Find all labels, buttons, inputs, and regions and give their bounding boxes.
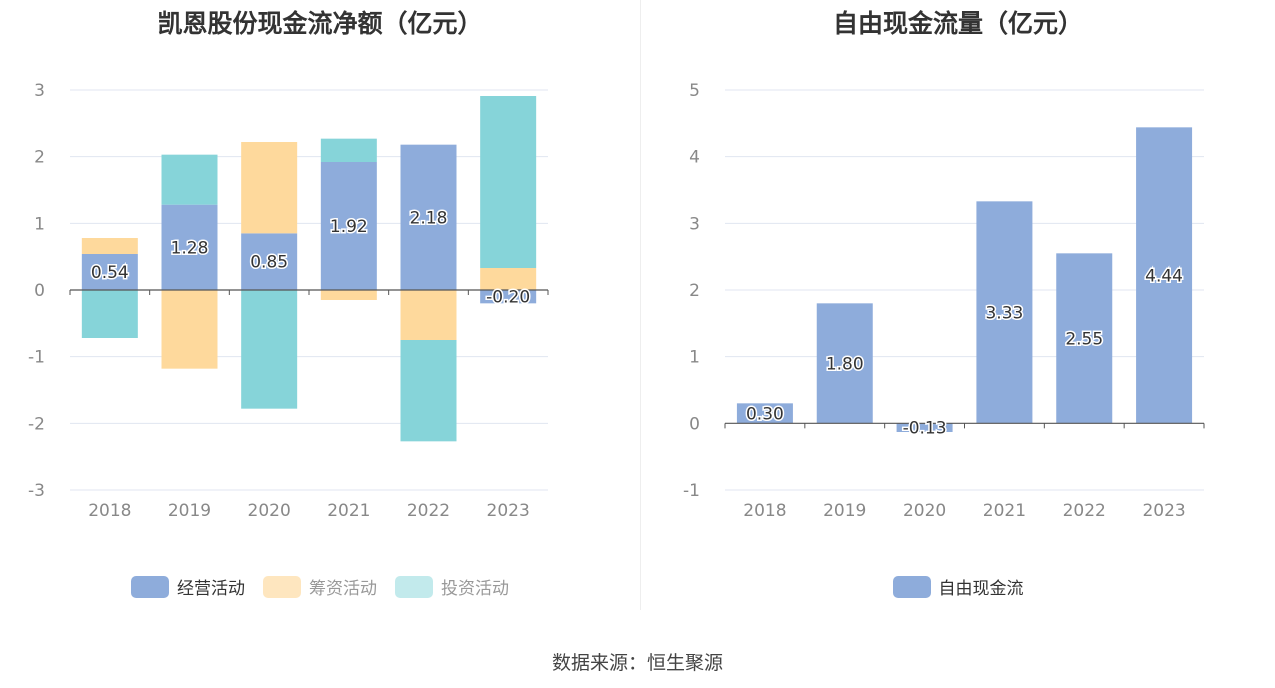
data-label: 2.18 — [410, 208, 448, 228]
bar-筹资活动-2021 — [320, 290, 377, 300]
bar-经营活动-2019 — [161, 204, 218, 290]
bar-投资活动-2020 — [241, 290, 298, 409]
y-tick-label: 0 — [34, 281, 45, 301]
legend-swatch-investing — [395, 575, 433, 598]
legend-label-operating: 经营活动 — [177, 579, 245, 599]
panel-divider — [640, 0, 641, 610]
bar-经营活动-2021 — [320, 162, 377, 290]
x-tick-label: 2022 — [1063, 501, 1106, 521]
bar-筹资活动-2023 — [480, 268, 537, 290]
x-tick-label: 2019 — [823, 501, 866, 521]
y-tick-label: 3 — [689, 214, 700, 234]
data-source-note: 数据来源：恒生聚源 — [551, 652, 723, 674]
free-cashflow-chart-panel: 自由现金流量（亿元） 5 4 3 2 1 0 -1 2018 2019 2020 2021 2022 2… — [641, 0, 1275, 610]
bar-筹资活动-2018 — [81, 238, 138, 254]
x-tick-label: 2020 — [903, 501, 946, 521]
free-cashflow-chart: 5 4 3 2 1 0 -1 2018 2019 2020 2021 2022 2023 0.30 1.80… — [683, 81, 1205, 521]
x-tick-label: 2021 — [327, 501, 370, 521]
legend-item-financing[interactable]: 筹资活动 — [263, 574, 377, 599]
chart-title-free-cashflow: 自由现金流量（亿元） — [832, 9, 1083, 38]
bar-自由现金流-2020 — [896, 423, 953, 432]
x-tick-label: 2018 — [743, 501, 786, 521]
legend-item-free-cashflow[interactable]: 自由现金流 — [892, 574, 1024, 599]
data-label: 1.80 — [826, 354, 864, 374]
bar-经营活动-2022 — [400, 144, 457, 290]
data-label: 4.44 — [1145, 266, 1183, 286]
legend-label-investing: 投资活动 — [441, 579, 509, 599]
bar-自由现金流-2021 — [976, 201, 1033, 424]
x-tick-label: 2022 — [407, 501, 450, 521]
y-tick-label: 5 — [689, 81, 700, 101]
y-tick-label: 2 — [34, 148, 45, 168]
data-label: 3.33 — [985, 303, 1023, 323]
legend-label-financing: 筹资活动 — [309, 579, 377, 599]
bar-经营活动-2020 — [241, 233, 298, 290]
y-tick-label: 0 — [689, 414, 700, 434]
data-label: -0.13 — [903, 419, 947, 439]
y-tick-label: 2 — [689, 281, 700, 301]
x-tick-label: 2020 — [248, 501, 291, 521]
bar-投资活动-2019 — [161, 154, 218, 205]
bar-投资活动-2023 — [480, 96, 537, 268]
cashflow-net-chart: 3 2 1 0 -1 -2 -3 2018 2019 2020 2021 2022 2023 0.54 1.… — [28, 81, 549, 521]
x-tick-label: 2023 — [487, 501, 530, 521]
data-label: 2.55 — [1065, 329, 1103, 349]
legend-item-investing[interactable]: 投资活动 — [395, 574, 509, 599]
x-tick-label: 2023 — [1142, 501, 1185, 521]
x-tick-label: 2021 — [983, 501, 1026, 521]
bar-筹资活动-2020 — [241, 142, 298, 234]
data-label: 0.30 — [746, 404, 784, 424]
data-label: 0.54 — [91, 263, 129, 283]
bar-投资活动-2022 — [400, 340, 457, 442]
bar-投资活动-2021 — [320, 138, 377, 162]
y-tick-label: -3 — [28, 481, 45, 501]
bar-自由现金流-2023 — [1136, 127, 1193, 424]
cashflow-net-chart-panel: 凯恩股份现金流净额（亿元） 3 2 1 0 -1 -2 -3 2018 2019 2020 2021… — [0, 0, 640, 610]
legend-cashflow-net: 经营活动 筹资活动 投资活动 — [0, 574, 640, 599]
y-tick-label: -1 — [683, 481, 700, 501]
y-tick-label: 1 — [689, 348, 700, 368]
data-label: 0.85 — [250, 253, 288, 273]
legend-swatch-operating — [131, 575, 169, 598]
bar-自由现金流-2018 — [736, 403, 793, 424]
legend-swatch-free-cashflow — [892, 575, 931, 598]
data-label: 1.28 — [171, 238, 209, 258]
y-tick-label: 3 — [34, 81, 45, 101]
bar-经营活动-2018 — [81, 254, 138, 290]
y-tick-label: 4 — [689, 148, 700, 168]
chart-title-cashflow-net: 凯恩股份现金流净额（亿元） — [157, 9, 483, 38]
data-label: 1.92 — [330, 217, 368, 237]
y-tick-label: -1 — [28, 348, 45, 368]
legend-free-cashflow: 自由现金流 — [641, 574, 1275, 599]
x-tick-label: 2018 — [88, 501, 131, 521]
legend-item-operating[interactable]: 经营活动 — [131, 574, 245, 599]
y-tick-label: 1 — [34, 214, 45, 234]
bar-自由现金流-2022 — [1056, 253, 1113, 424]
x-tick-label: 2019 — [168, 501, 211, 521]
bar-自由现金流-2019 — [816, 303, 873, 424]
bar-投资活动-2018 — [81, 290, 138, 338]
bar-筹资活动-2022 — [400, 290, 457, 340]
bar-筹资活动-2019 — [161, 290, 218, 369]
data-label: -0.20 — [486, 288, 530, 308]
legend-label-free-cashflow: 自由现金流 — [938, 579, 1024, 599]
bar-经营活动-2023 — [480, 290, 537, 304]
legend-swatch-financing — [263, 575, 301, 598]
y-tick-label: -2 — [28, 414, 45, 434]
